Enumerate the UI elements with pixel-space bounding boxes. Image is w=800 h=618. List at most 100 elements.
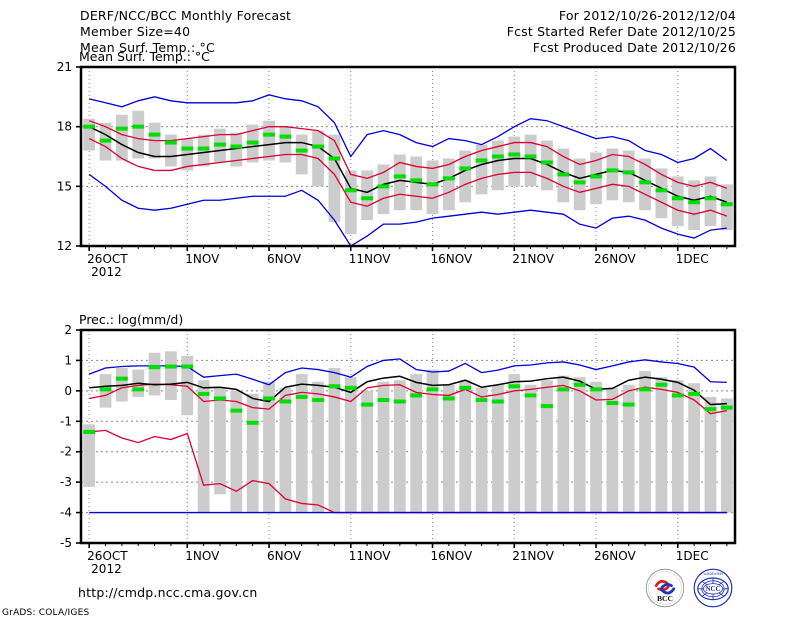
series-line-upper-quartile: [88, 120, 728, 189]
ensemble-spread-bar: [230, 132, 243, 167]
ensemble-spread-bar: [377, 381, 390, 513]
bcc-logo: BCC: [645, 568, 685, 608]
y-axis-tick-label: -4: [60, 506, 72, 520]
ensemble-median-marker: [263, 396, 275, 401]
ensemble-median-marker: [704, 407, 717, 412]
x-axis-tick-label: 26OCT: [87, 252, 128, 266]
x-axis-year-label: 2012: [91, 265, 122, 279]
ensemble-median-marker: [573, 180, 586, 185]
ensemble-median-marker: [426, 387, 439, 392]
ensemble-spread-bar: [279, 387, 292, 513]
ensemble-median-marker: [377, 397, 390, 402]
ensemble-median-marker: [442, 176, 455, 181]
ensemble-median-marker: [279, 134, 292, 139]
ensemble-spread-bar: [115, 114, 128, 161]
ensemble-median-marker: [393, 174, 406, 179]
ncc-logo: NCC \u4e2d\u56fd: [693, 568, 733, 608]
ensemble-spread-bar: [361, 170, 374, 221]
ensemble-median-marker: [214, 142, 226, 147]
ensemble-median-marker: [606, 401, 619, 406]
ensemble-median-marker: [165, 140, 177, 145]
ensemble-median-marker: [148, 365, 161, 370]
ensemble-median-marker: [688, 391, 701, 396]
x-axis-tick-label: 6NOV: [267, 252, 302, 266]
ensemble-spread-bar: [720, 184, 733, 231]
ensemble-median-marker: [639, 180, 651, 185]
ensemble-median-marker: [361, 196, 374, 201]
y-axis-tick-label: 21: [57, 60, 72, 74]
ensemble-spread-bar: [492, 384, 504, 513]
ensemble-median-marker: [312, 397, 324, 402]
ensemble-median-marker: [115, 376, 128, 381]
y-axis-tick-label: 1: [64, 353, 72, 367]
ensemble-median-marker: [557, 172, 570, 177]
ensemble-median-marker: [295, 148, 308, 153]
ensemble-median-marker: [720, 405, 733, 410]
ensemble-spread-bar: [720, 398, 733, 513]
ensemble-median-marker: [606, 168, 619, 173]
ensemble-spread-bar: [508, 374, 521, 513]
ensemble-median-marker: [524, 154, 537, 159]
header-right-block: For 2012/10/26-2012/12/04 Fcst Started R…: [507, 8, 736, 56]
ensemble-spread-bar: [639, 371, 651, 513]
series-line-maximum: [89, 94, 728, 164]
ensemble-median-marker: [590, 174, 602, 179]
header-left-block: DERF/NCC/BCC Monthly Forecast Member Siz…: [80, 8, 291, 56]
ensemble-median-marker: [622, 170, 635, 175]
ensemble-spread-bar: [508, 136, 521, 187]
ensemble-median-marker: [99, 138, 112, 143]
ensemble-spread-bar: [377, 164, 390, 215]
ensemble-spread-bar: [655, 168, 668, 219]
ensemble-median-marker: [720, 202, 733, 207]
ensemble-median-marker: [393, 399, 406, 404]
chart-subtitle: Prec.: log(mm/d): [79, 312, 183, 327]
ensemble-spread-bar: [426, 160, 439, 215]
y-axis-tick-label: -2: [60, 445, 72, 459]
ensemble-median-marker: [197, 146, 210, 151]
ensemble-spread-bar: [312, 381, 324, 513]
ensemble-median-marker: [655, 382, 668, 387]
svg-text:BCC: BCC: [657, 594, 673, 603]
ensemble-spread-bar: [361, 390, 374, 513]
ensemble-spread-bar: [524, 134, 537, 187]
precipitation-chart: Prec.: log(mm/d) -5 -4 -3 -2 -1 0 1 2 26OCT 1NOV 6N…: [0, 312, 800, 576]
temperature-chart: Mean Surf. Temp.: °C 12 15 18 21 26OCT 1NOV 6NO…: [0, 49, 800, 305]
ensemble-median-marker: [83, 429, 96, 434]
ensemble-median-marker: [557, 387, 570, 392]
ensemble-spread-bar: [573, 377, 586, 513]
ensemble-median-marker: [99, 387, 112, 392]
ensemble-median-marker: [426, 182, 439, 187]
ensemble-median-marker: [230, 408, 243, 413]
series-line-minimum: [88, 173, 727, 247]
x-axis-tick-label: 11NOV: [349, 549, 391, 563]
ensemble-median-marker: [295, 394, 308, 399]
ensemble-median-marker: [573, 382, 586, 387]
ensemble-spread-bar: [410, 374, 423, 513]
ensemble-median-marker: [704, 196, 717, 201]
source-url[interactable]: http://cmdp.ncc.cma.gov.cn: [78, 585, 258, 600]
x-axis-tick-label: 6NOV: [267, 549, 302, 563]
x-axis-tick-label: 16NOV: [431, 252, 473, 266]
ensemble-spread-bar: [214, 387, 226, 495]
ensemble-spread-bar: [492, 140, 504, 191]
ensemble-median-marker: [279, 399, 292, 404]
grads-credit: GrADS: COLA/IGES: [2, 608, 90, 618]
ensemble-spread-bar: [541, 140, 553, 191]
ensemble-spread-bar: [197, 380, 210, 513]
logo-group: BCC NCC \u4e2d\u56fd: [645, 568, 750, 608]
forecast-produced-date-label: Fcst Produced Date 2012/10/26: [532, 40, 736, 55]
ensemble-spread-bar: [688, 383, 701, 513]
plot-frame: [79, 65, 737, 248]
y-axis-tick-label: 0: [64, 384, 72, 398]
chart-subtitle: Mean Surf. Temp.: °C: [79, 49, 210, 64]
ensemble-spread-bar: [557, 375, 570, 513]
x-axis-tick-label: 21NOV: [512, 549, 554, 563]
ensemble-median-marker: [688, 200, 701, 205]
ensemble-median-marker: [442, 396, 455, 401]
ensemble-spread-bar: [246, 393, 259, 513]
svg-text:\u4e2d\u56fd: \u4e2d\u56fd: [703, 572, 722, 576]
ensemble-median-marker: [459, 385, 472, 390]
ensemble-median-marker: [246, 420, 259, 425]
series-line-maximum: [88, 358, 727, 386]
ensemble-spread-bar: [328, 134, 341, 223]
